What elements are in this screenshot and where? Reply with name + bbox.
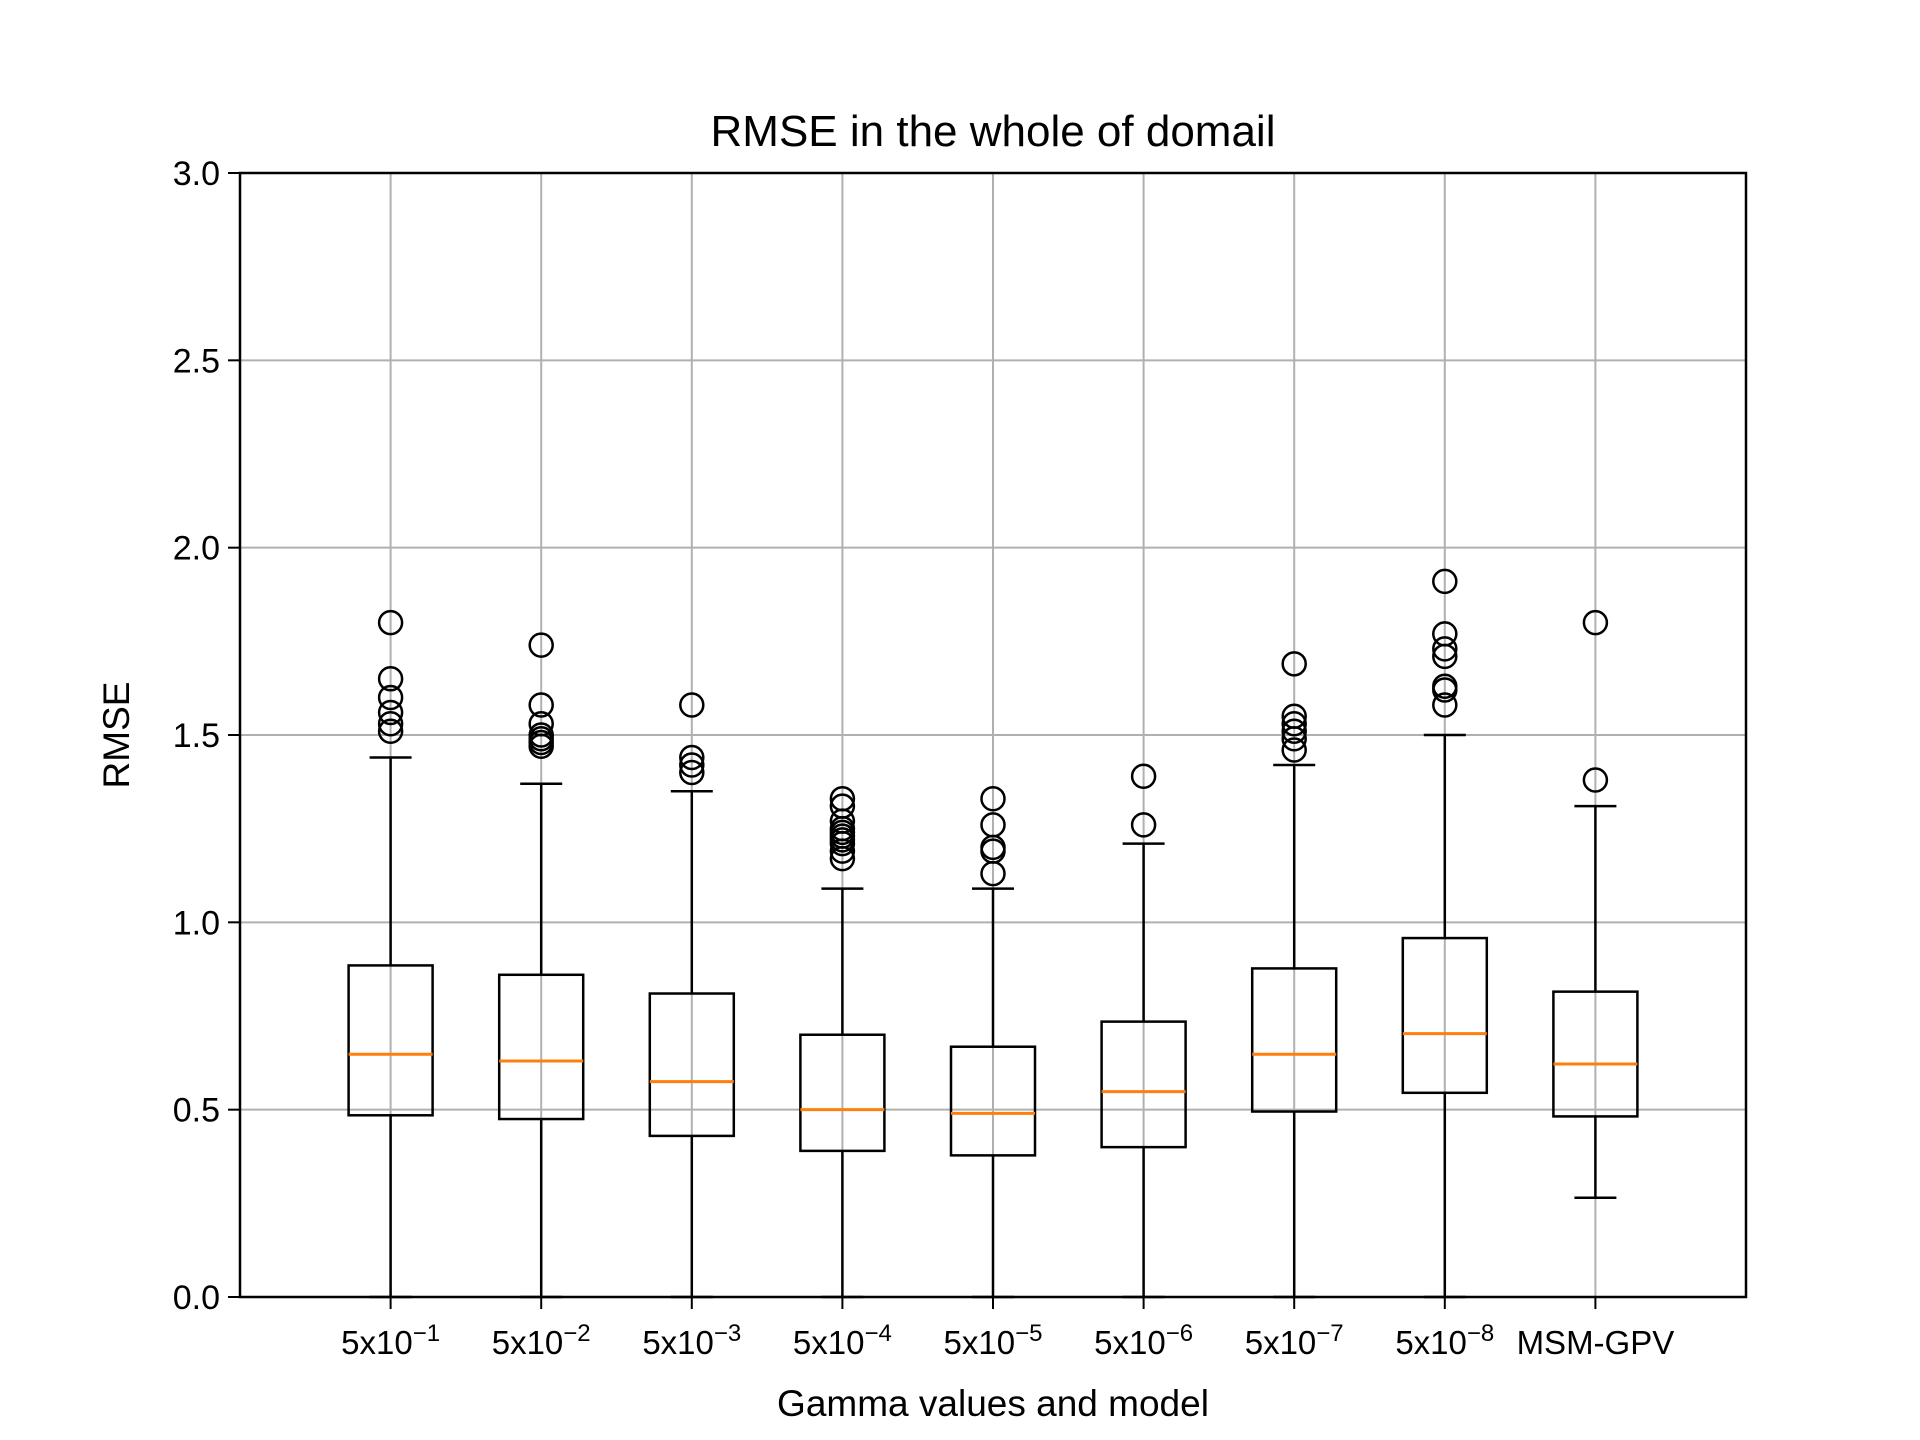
outlier-point	[377, 718, 404, 745]
x-tick-base: 5x10	[341, 1324, 413, 1361]
outlier-point	[679, 692, 705, 718]
y-axis: 0.0 0.5 1.0 1.5 2.0 2.5 3.0	[173, 155, 240, 1317]
outlier-point	[528, 711, 554, 737]
iqr-box	[949, 1045, 1037, 1157]
x-tick-label: 5x10−2	[492, 1320, 591, 1361]
x-tick-exponent: −2	[563, 1320, 590, 1347]
x-tick-exponent: −5	[1015, 1320, 1042, 1347]
outlier-point	[679, 752, 705, 778]
outlier-point	[1281, 703, 1307, 730]
iqr-box	[799, 1033, 886, 1153]
outlier-point	[1130, 763, 1157, 789]
box-group	[347, 609, 434, 1299]
iqr-box	[1401, 936, 1489, 1095]
box-group	[1552, 609, 1639, 1199]
outlier-point	[980, 812, 1006, 838]
y-tick-label: 2.5	[173, 342, 220, 380]
outlier-point	[829, 793, 856, 819]
outlier-point	[1432, 636, 1458, 662]
x-tick-label: 5x10−7	[1245, 1320, 1344, 1361]
outlier-point	[1130, 812, 1157, 838]
x-axis-label: Gamma values and model	[777, 1383, 1209, 1424]
outlier-point	[377, 684, 404, 711]
iqr-box	[1100, 1020, 1187, 1149]
x-tick-base: 5x10	[1395, 1324, 1467, 1361]
outlier-point	[1432, 568, 1458, 595]
outlier-point	[377, 666, 404, 692]
x-tick-label: 5x10−1	[341, 1320, 440, 1361]
box-group	[648, 692, 736, 1299]
x-axis: 5x10−1 5x10−2 5x10−3 5x10−4 5x10−5 5x10−6 5x10…	[341, 1297, 1674, 1361]
outlier-point	[1432, 673, 1458, 700]
outlier-point	[1281, 711, 1307, 737]
x-tick-exponent: −4	[864, 1320, 891, 1347]
y-tick-label: 0.0	[173, 1279, 220, 1317]
outlier-point	[528, 632, 554, 658]
x-tick-base: 5x10	[1094, 1324, 1166, 1361]
y-axis-label: RMSE	[96, 682, 137, 789]
x-tick-label: MSM-GPV	[1517, 1324, 1675, 1361]
iqr-box	[1250, 967, 1338, 1113]
x-tick-base: 5x10	[944, 1324, 1016, 1361]
x-tick-base: 5x10	[492, 1324, 564, 1361]
x-tick-exponent: −8	[1467, 1320, 1494, 1347]
chart-title: RMSE in the whole of domail	[711, 107, 1276, 156]
iqr-box	[347, 964, 434, 1117]
outlier-point	[377, 699, 404, 726]
iqr-box	[1552, 990, 1639, 1118]
box-group	[1250, 651, 1338, 1299]
outlier-point	[1281, 718, 1307, 745]
y-tick-label: 1.0	[173, 904, 220, 942]
outlier-point	[1281, 651, 1307, 677]
x-tick-base: 5x10	[642, 1324, 714, 1361]
x-tick-exponent: −3	[714, 1320, 741, 1347]
x-tick-base: 5x10	[1245, 1324, 1317, 1361]
x-tick-base: MSM-GPV	[1517, 1324, 1675, 1361]
x-tick-label: 5x10−8	[1395, 1320, 1494, 1361]
outlier-point	[679, 759, 705, 786]
outlier-point	[679, 744, 705, 771]
x-tick-label: 5x10−3	[642, 1320, 741, 1361]
outlier-point	[1582, 609, 1609, 636]
outlier-point	[1582, 767, 1609, 793]
outlier-point	[528, 722, 554, 748]
x-tick-exponent: −7	[1316, 1320, 1343, 1347]
box-group	[1401, 568, 1489, 1299]
x-tick-exponent: −1	[413, 1320, 440, 1347]
x-tick-exponent: −6	[1166, 1320, 1193, 1347]
box-group	[497, 632, 585, 1299]
outlier-point	[980, 785, 1006, 812]
x-tick-label: 5x10−5	[944, 1320, 1043, 1361]
outlier-point	[528, 692, 554, 718]
outlier-point	[829, 785, 856, 812]
y-tick-label: 1.5	[173, 717, 220, 755]
y-tick-label: 2.0	[173, 530, 220, 568]
outlier-point	[377, 609, 404, 636]
outlier-point	[377, 711, 404, 737]
box-group	[949, 785, 1037, 1299]
box-series	[347, 568, 1639, 1299]
x-tick-base: 5x10	[793, 1324, 865, 1361]
iqr-box	[648, 992, 736, 1138]
iqr-box	[497, 973, 585, 1121]
y-tick-label: 0.5	[173, 1092, 220, 1130]
y-tick-label: 3.0	[173, 155, 220, 193]
outlier-point	[1432, 692, 1458, 718]
outlier-point	[1432, 621, 1458, 647]
x-tick-label: 5x10−4	[793, 1320, 892, 1361]
x-tick-label: 5x10−6	[1094, 1320, 1193, 1361]
outlier-point	[1281, 737, 1307, 763]
box-group	[1100, 763, 1187, 1299]
